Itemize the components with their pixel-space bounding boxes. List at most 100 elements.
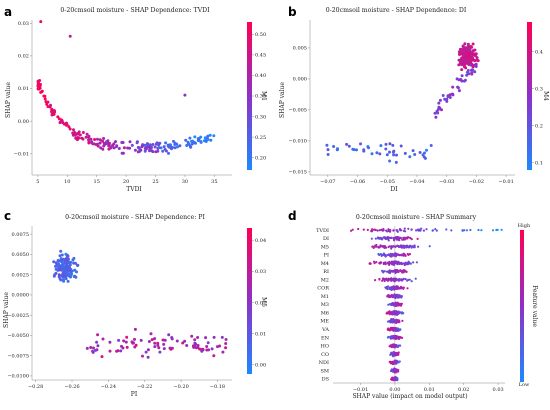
- data-point: [167, 151, 170, 155]
- data-point: [457, 63, 461, 67]
- data-point: [122, 146, 126, 150]
- data-point: [326, 148, 330, 152]
- data-point: [390, 236, 393, 240]
- data-point: [387, 239, 390, 242]
- data-point: [89, 137, 93, 141]
- feature-label: CO: [321, 352, 329, 358]
- data-point: [58, 277, 62, 281]
- data-point: [335, 148, 339, 152]
- data-point: [128, 140, 132, 144]
- feature-label: DI: [323, 236, 329, 242]
- data-point: [125, 335, 129, 339]
- y-tick-label: 0.0025: [12, 272, 30, 278]
- data-point: [460, 74, 464, 78]
- feature-label: DS: [322, 377, 330, 383]
- data-point: [359, 142, 362, 146]
- data-point: [404, 261, 407, 264]
- data-point: [144, 350, 148, 354]
- data-point: [461, 47, 465, 51]
- data-point: [393, 319, 396, 322]
- data-point: [54, 271, 58, 275]
- data-point: [121, 141, 125, 144]
- data-point: [385, 229, 388, 232]
- data-point: [199, 140, 203, 144]
- data-point: [67, 125, 71, 129]
- data-point: [153, 337, 157, 341]
- data-point: [423, 156, 427, 160]
- data-point: [402, 238, 405, 241]
- colorbar-tick-label: 0.25: [255, 135, 266, 141]
- data-point: [381, 244, 385, 248]
- data-point: [469, 63, 472, 67]
- panel-c: c 0-20cmsoil moisture - SHAP Dependence:…: [3, 209, 267, 398]
- data-point: [378, 229, 381, 232]
- feature-label: M4: [321, 261, 329, 267]
- data-point: [66, 269, 70, 273]
- data-point: [362, 149, 366, 153]
- data-point: [395, 294, 398, 297]
- data-point: [156, 341, 160, 345]
- feature-label: M6: [321, 310, 329, 316]
- data-point: [163, 147, 167, 151]
- data-point: [108, 141, 111, 145]
- data-point: [393, 379, 397, 382]
- panel-b-colorbar-label: M4: [542, 91, 549, 101]
- data-point: [58, 268, 62, 272]
- data-point: [141, 354, 144, 358]
- feature-label: ME: [320, 319, 329, 325]
- data-point: [391, 335, 394, 338]
- data-point: [389, 295, 392, 298]
- data-point: [443, 97, 447, 101]
- data-point: [390, 277, 393, 280]
- data-point: [445, 228, 448, 231]
- feature-label: TVDI: [316, 228, 329, 234]
- x-tick-label: 0.01: [424, 387, 435, 393]
- data-point: [381, 279, 384, 282]
- data-point: [59, 120, 62, 124]
- data-point: [63, 269, 66, 273]
- data-point: [93, 138, 97, 141]
- data-point: [85, 132, 89, 136]
- feature-label: HO: [321, 344, 329, 350]
- data-point: [391, 369, 394, 372]
- data-point: [372, 246, 375, 249]
- data-point: [417, 245, 420, 248]
- data-point: [81, 131, 85, 134]
- y-tick-label: 0.03: [18, 21, 29, 27]
- colorbar: [520, 230, 524, 382]
- data-point: [154, 150, 158, 154]
- data-point: [199, 135, 203, 139]
- data-point: [376, 229, 379, 232]
- colorbar-tick-label: 0.03: [255, 269, 266, 275]
- data-point: [465, 229, 468, 232]
- panel-c-xlabel: PI: [131, 391, 138, 398]
- data-point: [387, 253, 390, 256]
- data-point: [384, 255, 387, 258]
- data-point: [401, 238, 404, 241]
- data-point: [61, 262, 65, 266]
- data-point: [392, 149, 396, 153]
- data-point: [366, 228, 369, 231]
- data-point: [351, 228, 354, 231]
- data-point: [458, 52, 461, 56]
- data-point: [475, 58, 478, 62]
- data-point: [345, 142, 349, 146]
- data-point: [391, 376, 394, 379]
- data-point: [385, 153, 389, 157]
- data-point: [114, 140, 117, 144]
- colorbar-tick-label: 0.4: [535, 49, 543, 55]
- data-point: [148, 149, 151, 153]
- data-point: [388, 262, 391, 265]
- x-tick-label: −0.22: [137, 384, 152, 390]
- data-point: [388, 328, 391, 331]
- colorbar-tick-label: 0.2: [535, 123, 543, 129]
- x-tick-label: 20: [123, 179, 129, 185]
- data-point: [392, 285, 395, 288]
- data-point: [366, 145, 370, 149]
- y-tick-label: −0.0050: [7, 333, 29, 339]
- data-point: [72, 128, 75, 132]
- data-point: [375, 243, 378, 247]
- data-point: [385, 287, 388, 290]
- x-tick-label: 25: [152, 179, 158, 185]
